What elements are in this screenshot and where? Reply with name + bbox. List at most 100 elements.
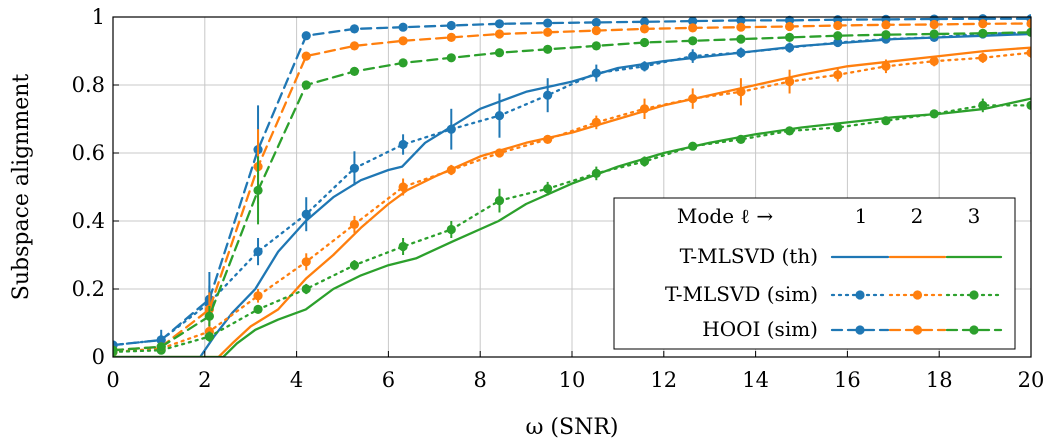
data-point [881,61,891,71]
data-point [784,126,795,136]
data-point [446,165,456,175]
data-point [543,18,553,28]
legend-marker [855,325,865,335]
data-point [784,43,795,53]
data-point [929,29,939,39]
data-point [736,87,746,97]
y-tick-label: 0.6 [72,141,105,165]
data-point [591,168,601,178]
legend-marker [855,290,865,300]
x-tick-label: 4 [290,368,303,392]
data-point [833,31,843,41]
data-point [591,26,601,36]
legend-marker [969,290,979,300]
series-line-dashed-mode-1 [113,17,1031,347]
series-line-solid-mode-3 [113,97,1031,357]
x-tick-label: 14 [742,368,769,392]
legend-marker [912,325,923,335]
data-point [204,332,214,342]
series-line-dotted-mode-3 [113,104,1031,354]
legend-mode-3: 3 [968,204,981,228]
x-tick-label: 0 [106,368,119,392]
data-point [881,116,891,126]
data-point [494,48,505,58]
data-point [736,22,746,32]
data-point [494,196,505,206]
data-point [446,124,456,134]
data-point [833,70,843,80]
data-point [253,304,263,314]
data-point [543,134,553,144]
x-tick-label: 8 [474,368,487,392]
data-point [301,284,311,294]
data-point [349,219,360,229]
data-point [881,20,891,30]
data-point [398,139,408,150]
data-point [736,34,746,44]
data-point [301,209,311,219]
data-point [784,32,795,43]
data-point [736,134,746,144]
data-point [494,29,505,39]
data-point [881,30,891,40]
data-point [543,184,553,194]
legend-row-th: T-MLSVD (th) [680,244,818,268]
y-tick-label: 0.8 [72,73,105,97]
data-point [253,247,263,257]
data-point [591,17,601,28]
data-point [349,24,360,34]
data-point [1026,27,1031,37]
data-point [156,342,166,352]
data-point [446,20,456,31]
data-point [688,23,698,33]
y-tick-label: 0 [92,345,105,369]
x-tick-label: 20 [1018,368,1045,392]
data-point [688,141,698,151]
data-point [398,22,408,32]
data-point [784,77,795,87]
legend-row-sim: T-MLSVD (sim) [665,282,818,306]
data-point [1026,48,1031,58]
data-point [156,335,166,345]
data-point [639,24,650,34]
series-line-dashed-mode-3 [113,31,1031,352]
data-point [591,68,601,78]
data-point [398,36,408,46]
data-point [543,44,553,54]
data-point [591,41,601,51]
data-point [639,17,650,27]
x-tick-label: 6 [382,368,395,392]
series-line-dashed-mode-2 [113,22,1031,352]
x-tick-label: 2 [198,368,211,392]
legend-header: Mode ℓ → [677,204,773,228]
data-point [688,16,698,26]
data-point [253,291,263,301]
series-line-dotted-mode-2 [113,51,1031,354]
data-point [113,345,118,355]
data-point [204,311,214,321]
data-point [978,53,988,63]
x-axis-label: ω (SNR) [526,415,619,440]
data-point [494,19,505,29]
data-point [543,27,553,37]
data-point [929,109,939,119]
legend-box [613,197,1016,350]
legend-marker [969,325,979,335]
data-point [301,51,311,61]
data-point [784,21,795,32]
data-point [446,224,456,235]
x-tick-label: 10 [559,368,586,392]
y-tick-label: 1 [92,5,105,29]
data-point [1026,18,1031,29]
y-tick-label: 0.2 [72,277,105,301]
data-point [929,19,939,30]
data-point [688,94,698,104]
series-line-dotted-mode-1 [113,31,1031,347]
data-point [301,80,311,90]
data-point [978,28,988,38]
data-point [494,111,505,121]
data-point [736,48,746,58]
data-point [446,53,456,63]
data-point [591,117,601,127]
